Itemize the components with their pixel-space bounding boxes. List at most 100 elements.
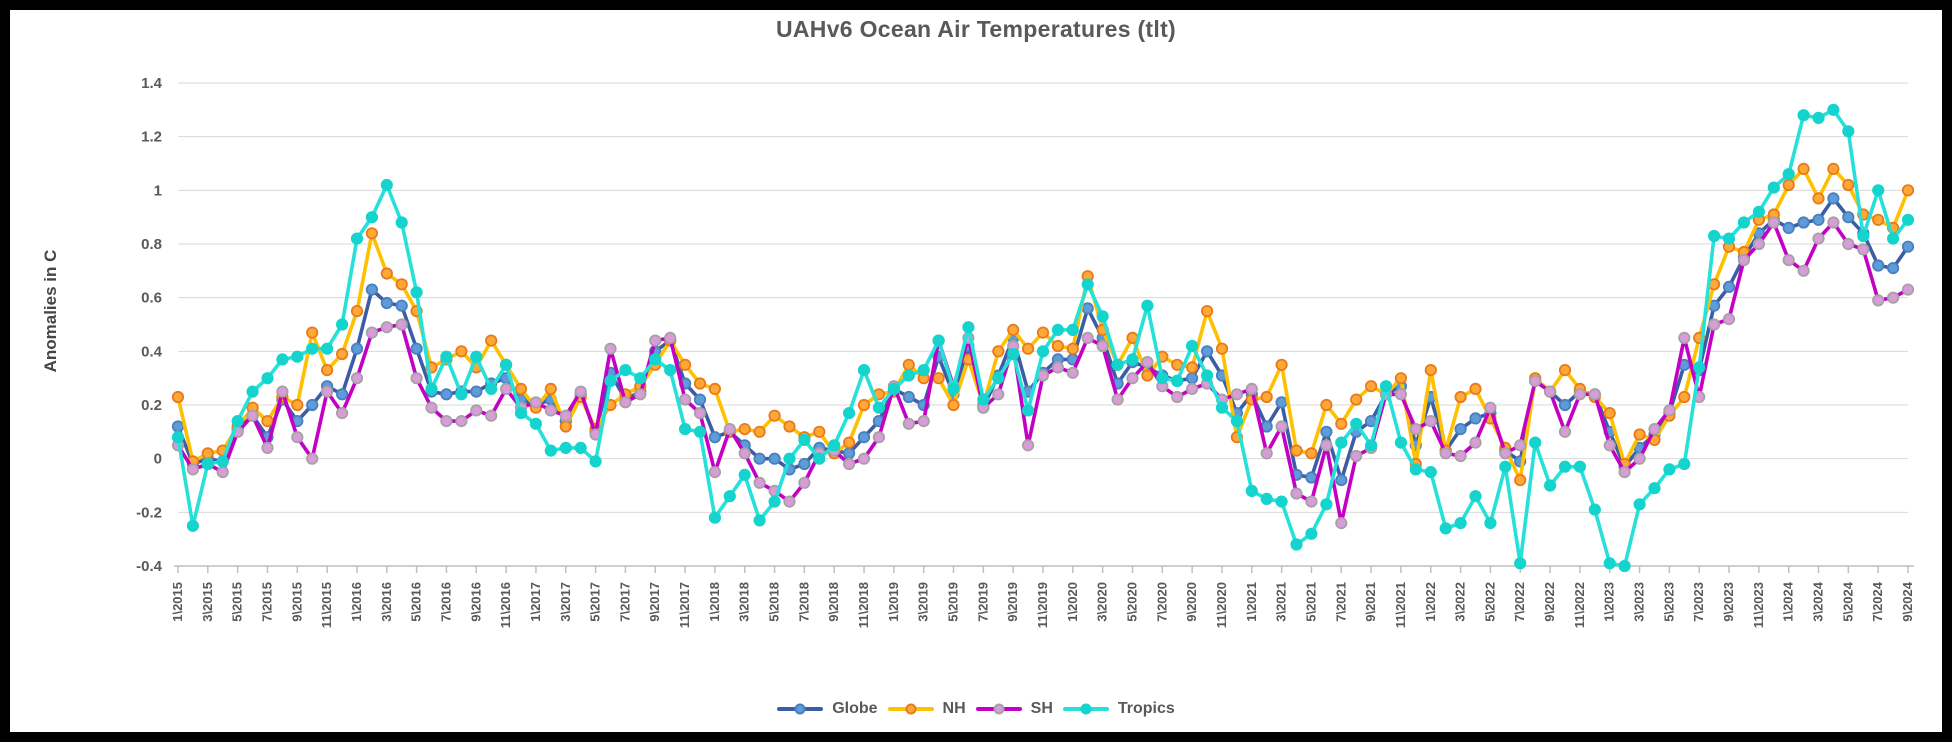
data-point (857, 398, 871, 412)
data-point (574, 385, 587, 398)
data-point (544, 382, 557, 395)
data-point (917, 363, 930, 377)
x-tick-label: 1\2015 (170, 582, 185, 622)
nh-marker-icon (905, 703, 917, 715)
data-point (410, 372, 423, 385)
data-point (1901, 184, 1915, 197)
x-tick-label: 5\2016 (409, 582, 424, 622)
data-point (1320, 425, 1333, 438)
data-point (171, 431, 185, 444)
legend-item-nh: NH (887, 700, 966, 718)
data-point (1454, 449, 1467, 463)
data-point (1275, 495, 1288, 508)
x-tick-label: 11\2018 (856, 582, 871, 628)
data-point (1514, 473, 1527, 487)
data-point (1051, 361, 1065, 374)
data-point (529, 417, 543, 430)
gridlines (178, 82, 1908, 513)
data-point (1603, 557, 1616, 570)
data-point (947, 382, 960, 395)
data-point (1514, 557, 1527, 570)
data-point (1499, 447, 1512, 460)
x-tick-label: 1\2018 (707, 582, 722, 622)
data-point (1424, 363, 1437, 377)
data-point (171, 420, 185, 433)
data-point (1469, 382, 1482, 395)
data-point (619, 363, 632, 377)
data-point (559, 441, 572, 454)
data-point (1379, 380, 1393, 393)
data-point (1201, 345, 1214, 358)
data-point (470, 404, 483, 417)
x-tick-label: 11\2020 (1214, 582, 1229, 628)
x-tick-label: 1\2021 (1244, 582, 1259, 622)
data-point (1901, 240, 1915, 253)
y-tick-label: 0.6 (141, 290, 162, 307)
data-point (1901, 213, 1915, 226)
data-point (1633, 498, 1646, 511)
data-point (291, 350, 304, 363)
globe-line-swatch-icon (777, 703, 824, 715)
data-point (842, 457, 856, 471)
data-point (783, 452, 796, 465)
data-point (1558, 425, 1572, 438)
x-tick-label: 7\2015 (259, 582, 274, 622)
data-point (1260, 390, 1273, 404)
data-point (1156, 372, 1169, 385)
data-point (1887, 291, 1900, 304)
data-point (201, 447, 214, 460)
data-point (1872, 259, 1885, 272)
x-tick-label: 5\2019 (946, 582, 961, 622)
data-point (1141, 299, 1154, 312)
data-point (1126, 353, 1139, 366)
x-tick-label: 1\2019 (886, 582, 901, 622)
data-point (1186, 372, 1199, 385)
data-point (1857, 243, 1870, 256)
data-point (291, 398, 304, 412)
data-point (1409, 422, 1422, 436)
data-point (1171, 390, 1184, 404)
x-tick-label: 11\2019 (1035, 582, 1050, 628)
data-point (1365, 439, 1378, 452)
data-point (395, 318, 408, 331)
data-point (1081, 331, 1094, 344)
x-tick-label: 3\2017 (558, 582, 573, 622)
data-point (723, 422, 736, 436)
data-point (619, 396, 632, 409)
data-point (1111, 393, 1124, 406)
x-tick-label: 7\2021 (1333, 582, 1348, 622)
data-point (1201, 369, 1214, 382)
data-point (1290, 487, 1303, 500)
data-point (1275, 420, 1288, 433)
x-tick-label: 11\2016 (498, 582, 513, 628)
data-point (1812, 213, 1825, 226)
data-point (842, 406, 856, 420)
data-point (1469, 490, 1482, 503)
data-point (335, 388, 349, 401)
sh-line-swatch-icon (975, 703, 1022, 715)
x-tick-label: 9\2020 (1184, 582, 1199, 622)
data-point (872, 401, 886, 414)
data-point (932, 334, 945, 347)
y-tick-label: 1.2 (141, 129, 162, 146)
chart-legend: Globe NH SH Tropics (0, 700, 1952, 718)
data-point (1797, 216, 1810, 229)
data-point (723, 490, 736, 503)
data-point (768, 495, 781, 508)
data-point (1036, 345, 1050, 358)
y-tick-label: -0.4 (136, 558, 163, 575)
data-point (1230, 414, 1244, 428)
data-point (350, 304, 364, 318)
data-point (1394, 372, 1408, 385)
data-point (485, 409, 498, 422)
data-point (902, 417, 915, 430)
data-point (1752, 237, 1766, 251)
data-point (1021, 404, 1035, 417)
x-tick-label: 1\2023 (1602, 582, 1617, 622)
data-point (574, 441, 587, 454)
data-point (798, 476, 811, 489)
data-point (1081, 278, 1094, 291)
x-tick-label: 1\2017 (528, 582, 543, 622)
x-tick-label: 5\2018 (767, 582, 782, 622)
x-tick-label: 9\2021 (1363, 582, 1378, 622)
